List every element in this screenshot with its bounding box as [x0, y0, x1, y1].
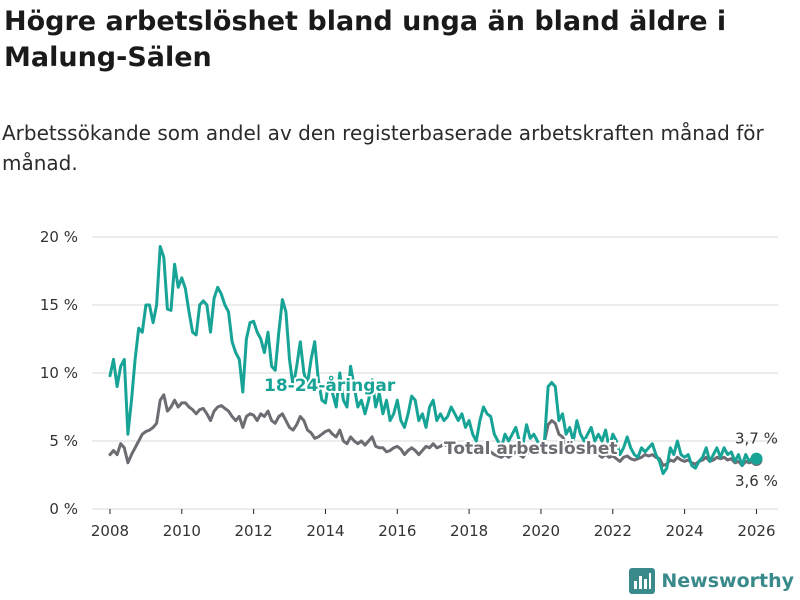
- x-tick-label: 2012: [235, 522, 273, 540]
- total-end-label: 3,6 %: [735, 472, 778, 490]
- x-tick-label: 2024: [666, 522, 704, 540]
- x-tick-label: 2016: [378, 522, 416, 540]
- y-tick-label: 15 %: [40, 296, 78, 314]
- x-tick-label: 2022: [594, 522, 632, 540]
- youth-series-line: [108, 245, 758, 476]
- x-tick-label: 2014: [306, 522, 344, 540]
- x-tick-label: 2026: [737, 522, 775, 540]
- youth-end-label: 3,7 %: [735, 430, 778, 448]
- youth-series-label: 18-24-åringar: [264, 374, 396, 396]
- chart-title: Högre arbetslöshet bland unga än bland ä…: [4, 6, 727, 73]
- youth-end-marker: [750, 452, 763, 465]
- y-tick-label: 10 %: [40, 364, 78, 382]
- chart-subtitle: Arbetssökande som andel av den registerb…: [2, 121, 764, 175]
- y-tick-label: 0 %: [49, 500, 78, 518]
- y-tick-label: 5 %: [49, 432, 78, 450]
- y-tick-label: 20 %: [40, 228, 78, 246]
- total-series-label: Total arbetslöshet: [444, 439, 618, 459]
- x-tick-label: 2010: [163, 522, 201, 540]
- brand-logo: Newsworthy: [629, 568, 794, 594]
- x-tick-label: 2020: [522, 522, 560, 540]
- brand-name: Newsworthy: [661, 570, 794, 592]
- newsworthy-logo-icon: [629, 568, 656, 594]
- x-tick-label: 2018: [450, 522, 488, 540]
- x-tick-label: 2008: [91, 522, 129, 540]
- total-series-line: [108, 393, 758, 467]
